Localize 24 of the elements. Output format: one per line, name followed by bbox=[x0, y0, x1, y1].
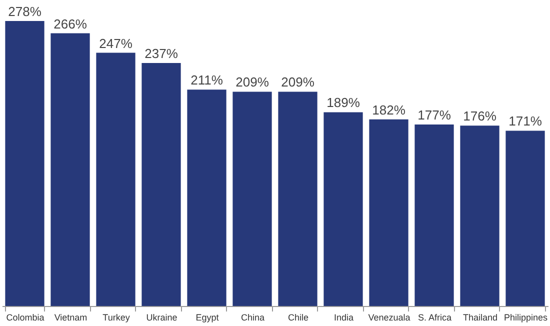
data-label: 209% bbox=[236, 74, 270, 90]
data-label: 247% bbox=[99, 36, 133, 51]
data-label: 189% bbox=[326, 95, 360, 110]
x-tick-label: Chile bbox=[288, 312, 309, 322]
x-tick-label: Philippines bbox=[504, 312, 548, 322]
data-label: 278% bbox=[8, 4, 42, 19]
data-label: 182% bbox=[372, 102, 406, 118]
data-label: 177% bbox=[418, 108, 452, 123]
x-tick-label: Ukraine bbox=[146, 312, 178, 322]
x-tick-label: Egypt bbox=[196, 312, 220, 322]
data-label: 211% bbox=[190, 72, 224, 88]
x-tick-label: China bbox=[240, 312, 265, 322]
x-tick-label: Colombia bbox=[6, 312, 44, 322]
x-tick-label: India bbox=[334, 312, 354, 322]
data-label: 209% bbox=[281, 74, 315, 90]
x-tick-label: Turkey bbox=[102, 312, 130, 322]
x-tick-label: S. Africa bbox=[418, 312, 452, 322]
data-label: 266% bbox=[54, 16, 88, 32]
x-tick-label: Venezuala bbox=[368, 312, 410, 322]
data-label: 237% bbox=[144, 46, 178, 62]
x-tick-label: Vietnam bbox=[54, 312, 88, 322]
data-label: 171% bbox=[508, 114, 542, 129]
data-label: 176% bbox=[463, 108, 497, 124]
x-tick-label: Thailand bbox=[462, 312, 498, 322]
